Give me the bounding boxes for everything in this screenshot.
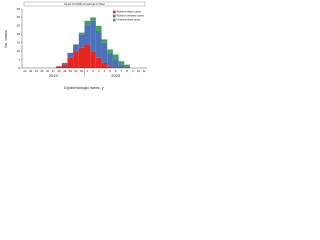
x-tick-label: 6: [115, 69, 117, 73]
bar-segment: [90, 51, 96, 68]
x-tick-label: 45: [40, 69, 44, 73]
x-tick-label: 47: [52, 69, 56, 73]
y-tick-label: 20: [17, 32, 21, 36]
bar-segment: [95, 57, 102, 68]
bar-segment: [90, 20, 96, 52]
x-tick-label: 11: [143, 69, 146, 73]
x-tick-label: 52: [80, 69, 84, 73]
bar-segment: [124, 64, 130, 67]
bar-segment: [61, 62, 68, 65]
bar-segment: [107, 49, 113, 53]
y-tick-label: 10: [17, 49, 21, 53]
legend-label: Wuhan-related cases: [117, 10, 142, 14]
y-tick-label: 30: [17, 15, 21, 19]
bar-segment: [73, 51, 79, 68]
x-tick-label: 7: [121, 69, 123, 73]
y-tick-label: 5: [18, 57, 20, 61]
bar-segment: [95, 30, 102, 58]
y-tick-label: 35: [17, 7, 21, 11]
year-label: 2019: [49, 73, 59, 78]
x-tick-label: 8: [126, 69, 128, 73]
x-tick-label: 42: [23, 69, 27, 73]
bar-segment: [84, 44, 91, 68]
bar-segment: [78, 34, 85, 48]
legend-swatch: [113, 10, 116, 14]
bar-segment: [95, 25, 102, 31]
bar-segment: [118, 61, 125, 65]
bar-segment: [67, 52, 74, 58]
legend-label: Wuhan-unrelated cases: [117, 14, 145, 18]
bar-segment: [84, 20, 91, 25]
y-tick-label: 0: [18, 66, 20, 70]
bar-segment: [84, 24, 91, 45]
bar-segment: [78, 47, 85, 68]
x-tick-label: 49: [63, 69, 67, 73]
annotation-box: [23, 1, 146, 7]
x-tick-label: 50: [69, 69, 73, 73]
bar-segment: [107, 52, 113, 67]
x-tick-label: 9: [132, 69, 134, 73]
y-tick-label: 15: [17, 41, 21, 45]
x-tick-label: 51: [74, 69, 78, 73]
bar-segment: [107, 66, 113, 68]
x-tick-label: 3: [98, 69, 100, 73]
x-tick-label: 44: [35, 69, 39, 73]
y-axis-title: No. cases: [3, 30, 8, 48]
bar-segment: [78, 32, 85, 35]
bar-segment: [61, 64, 68, 68]
bar-segment: [67, 57, 74, 68]
x-axis-title: Epidemiologic week, y: [64, 85, 104, 90]
bar-segment: [90, 17, 96, 21]
bar-segment: [112, 54, 119, 60]
x-tick-label: 5: [109, 69, 111, 73]
x-tick-label: 46: [46, 69, 50, 73]
x-tick-label: 10: [137, 69, 141, 73]
bar-segment: [101, 39, 108, 43]
bar-segment: [112, 59, 119, 68]
bar-segment: [101, 42, 108, 63]
x-tick-label: 48: [57, 69, 61, 73]
bar-segment: [118, 64, 125, 68]
legend-label: Undetermined cases: [117, 18, 141, 22]
bar-segment: [124, 66, 130, 68]
x-tick-label: 4: [104, 69, 106, 73]
legend-swatch: [113, 14, 116, 18]
year-label: 2020: [111, 73, 121, 78]
legend-swatch: [113, 18, 116, 22]
annotation: Period of COVID-19 outbreak in Hubei: [64, 3, 105, 6]
y-tick-label: 25: [17, 24, 21, 28]
bar-segment: [101, 62, 108, 68]
x-tick-label: 1: [87, 69, 89, 73]
bar-segment: [56, 66, 62, 68]
x-tick-label: 2: [92, 69, 94, 73]
chart: No. cases Epidemiologic week, y Period o…: [3, 1, 147, 90]
bar-segment: [73, 44, 79, 52]
x-tick-label: 43: [29, 69, 33, 73]
